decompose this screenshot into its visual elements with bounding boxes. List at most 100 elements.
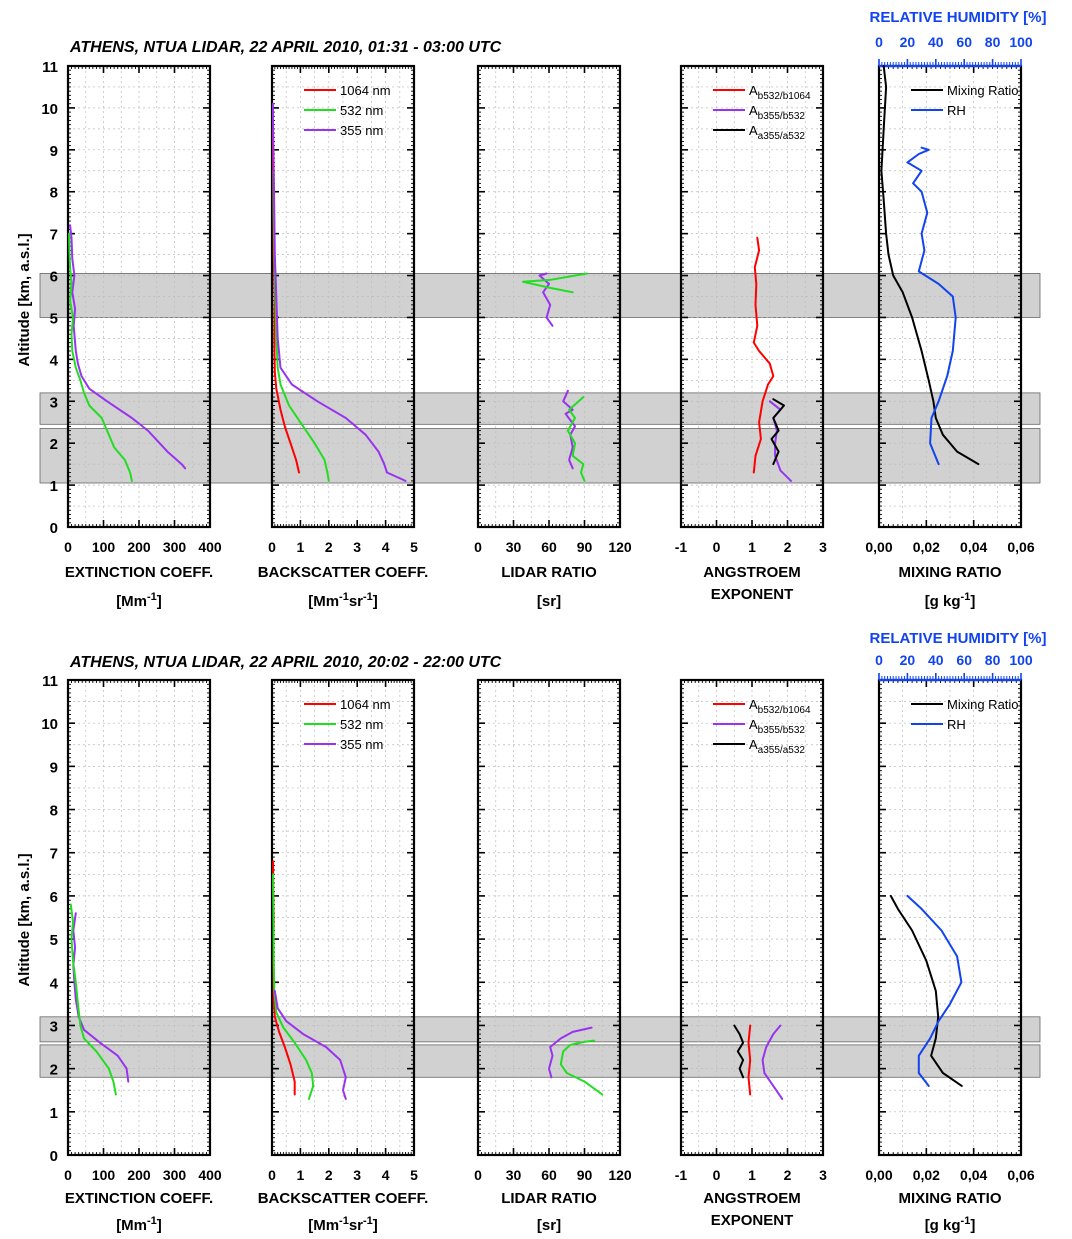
gridlines [272, 680, 414, 1155]
x-tick-label: 300 [163, 1167, 187, 1183]
legend-label: RH [947, 717, 966, 732]
x-tick-label: -1 [675, 1167, 688, 1183]
top-axis-label: RELATIVE HUMIDITY [%] [870, 9, 1047, 26]
x-tick-label: 0,06 [1007, 1167, 1034, 1183]
y-tick-label: 9 [50, 759, 58, 776]
series-line-2 [522, 272, 588, 482]
chart-title: ATHENS, NTUA LIDAR, 22 APRIL 2010, 20:02… [69, 654, 502, 671]
series-line-3 [273, 989, 347, 1100]
gridlines [478, 680, 620, 1155]
x-tick-labels: 0 1 2 3 4 5 [268, 1167, 418, 1183]
series-line-3 [733, 1024, 745, 1079]
x-axis-unit: [Mm-1sr-1] [308, 591, 378, 610]
unit-part: [sr] [537, 1217, 561, 1234]
x-tick-label: 300 [163, 539, 187, 555]
y-tick-label: 6 [50, 889, 58, 906]
unit-part: -1 [363, 591, 373, 603]
legend-label: 532 nm [340, 717, 383, 732]
series-line-3 [770, 398, 785, 466]
y-tick-label: 2 [50, 436, 58, 453]
top-tick-label: 40 [928, 34, 944, 50]
series-lines [68, 224, 187, 482]
shaded-layer-1 [39, 428, 1041, 484]
series-lines [69, 903, 130, 1096]
top-tick-label: 80 [985, 34, 1001, 50]
unit-part: -1 [147, 591, 157, 603]
x-axis-label: ANGSTROEM [703, 1190, 801, 1207]
y-tick-labels: 0 1 2 3 4 5 6 7 8 9 10 11 [41, 59, 58, 537]
top-axis-label: RELATIVE HUMIDITY [%] [870, 630, 1047, 647]
series-line-1 [889, 894, 963, 1087]
x-tick-label: 100 [92, 1167, 116, 1183]
top-tick-label: 60 [956, 34, 972, 50]
legend-label: Ab532/b1064 [749, 83, 811, 102]
x-tick-labels: 0 100 200 300 400 [64, 539, 222, 555]
y-tick-label: 7 [50, 227, 58, 244]
legend-label-main: A [749, 103, 758, 118]
legend-label: RH [947, 103, 966, 118]
legend: Mixing Ratio RH [911, 697, 1019, 732]
y-tick-label: 2 [50, 1062, 58, 1079]
legend-label: Aa355/a532 [749, 737, 805, 756]
legend-label: Ab355/b532 [749, 103, 805, 122]
x-tick-label: 0 [474, 1167, 482, 1183]
unit-part: -1 [363, 1215, 373, 1227]
legend-label-sub: a355/a532 [758, 131, 806, 142]
x-tick-label: -1 [675, 539, 688, 555]
legend-label: 532 nm [340, 103, 383, 118]
x-tick-labels: -1 0 1 2 3 [675, 539, 827, 555]
top-tick-label: 40 [928, 652, 944, 668]
panel-frame [270, 64, 416, 529]
legend-label: Aa355/a532 [749, 123, 805, 142]
unit-part: -1 [961, 591, 971, 603]
top-tick-label: 100 [1009, 652, 1033, 668]
x-tick-label: 5 [410, 539, 418, 555]
legend-label-main: A [749, 737, 758, 752]
x-tick-label: 3 [353, 1167, 361, 1183]
unit-part: ] [970, 1217, 975, 1234]
x-tick-label: 0 [268, 1167, 276, 1183]
top-tick-label: 60 [956, 652, 972, 668]
x-tick-label: 0,04 [960, 1167, 987, 1183]
x-tick-label: 1 [297, 1167, 305, 1183]
unit-part: [sr] [537, 593, 561, 610]
legend-label: 355 nm [340, 737, 383, 752]
unit-part: [g kg [925, 593, 961, 610]
unit-part: [Mm [116, 593, 147, 610]
gridlines [68, 680, 210, 1155]
y-tick-label: 7 [50, 846, 58, 863]
x-tick-labels: 0 30 60 90 120 [474, 539, 632, 555]
unit-part: -1 [961, 1215, 971, 1227]
panel-angstroem: -1 0 1 2 3ANGSTROEMEXPONENTAb532/b1064Ab355/… [675, 678, 827, 1229]
top-tick-labels: 0 20 40 60 80 100 [875, 34, 1033, 50]
y-tick-label: 5 [50, 310, 58, 327]
unit-part: ] [157, 593, 162, 610]
legend-label-main: A [749, 83, 758, 98]
x-axis-label: MIXING RATIO [898, 1190, 1001, 1207]
panel-mixing: 0,00 0,02 0,04 0,06 MIXING RATIO [g kg-1] RELA… [865, 630, 1046, 1234]
series-lines [548, 1026, 604, 1096]
legend-label-main: A [749, 717, 758, 732]
y-axis-label: Altitude [km, a.s.l.] [16, 233, 33, 366]
x-axis-label: EXTINCTION COEFF. [65, 1190, 213, 1207]
x-tick-label: 4 [382, 539, 390, 555]
top-tick-labels: 0 20 40 60 80 100 [875, 652, 1033, 668]
legend-label: Mixing Ratio [947, 697, 1019, 712]
y-tick-label: 6 [50, 269, 58, 286]
unit-part: [Mm [308, 593, 339, 610]
top-tick-label: 80 [985, 652, 1001, 668]
x-tick-label: 2 [325, 539, 333, 555]
x-axis-label: LIDAR RATIO [501, 1190, 597, 1207]
x-tick-labels: 0,00 0,02 0,04 0,06 [865, 539, 1034, 555]
legend-label-main: A [749, 697, 758, 712]
top-tick-label: 100 [1009, 34, 1033, 50]
x-axis-unit: [sr] [537, 593, 561, 610]
series-line-2 [68, 232, 133, 482]
legend-label-main: A [749, 123, 758, 138]
series-lines [733, 1024, 784, 1100]
x-tick-label: 100 [92, 539, 116, 555]
x-tick-label: 2 [784, 539, 792, 555]
series-line-3 [271, 102, 407, 482]
